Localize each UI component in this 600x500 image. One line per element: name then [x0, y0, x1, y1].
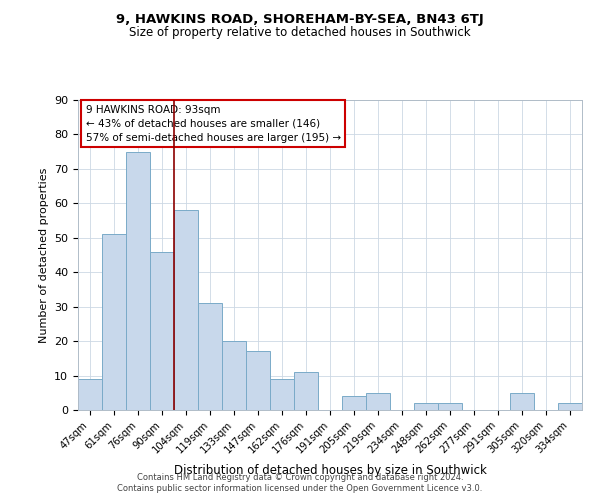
Bar: [222, 341, 246, 410]
X-axis label: Distribution of detached houses by size in Southwick: Distribution of detached houses by size …: [173, 464, 487, 476]
Bar: [150, 252, 174, 410]
Bar: [558, 403, 582, 410]
Text: 9 HAWKINS ROAD: 93sqm
← 43% of detached houses are smaller (146)
57% of semi-det: 9 HAWKINS ROAD: 93sqm ← 43% of detached …: [86, 104, 341, 142]
Bar: [102, 234, 126, 410]
Bar: [270, 379, 294, 410]
Bar: [294, 372, 318, 410]
Y-axis label: Number of detached properties: Number of detached properties: [38, 168, 49, 342]
Bar: [198, 303, 222, 410]
Text: Contains HM Land Registry data © Crown copyright and database right 2024.: Contains HM Land Registry data © Crown c…: [137, 472, 463, 482]
Bar: [510, 393, 534, 410]
Text: 9, HAWKINS ROAD, SHOREHAM-BY-SEA, BN43 6TJ: 9, HAWKINS ROAD, SHOREHAM-BY-SEA, BN43 6…: [116, 12, 484, 26]
Bar: [126, 152, 150, 410]
Bar: [366, 393, 390, 410]
Bar: [414, 403, 438, 410]
Bar: [342, 396, 366, 410]
Bar: [246, 352, 270, 410]
Bar: [438, 403, 462, 410]
Text: Size of property relative to detached houses in Southwick: Size of property relative to detached ho…: [129, 26, 471, 39]
Bar: [78, 379, 102, 410]
Text: Contains public sector information licensed under the Open Government Licence v3: Contains public sector information licen…: [118, 484, 482, 493]
Bar: [174, 210, 198, 410]
